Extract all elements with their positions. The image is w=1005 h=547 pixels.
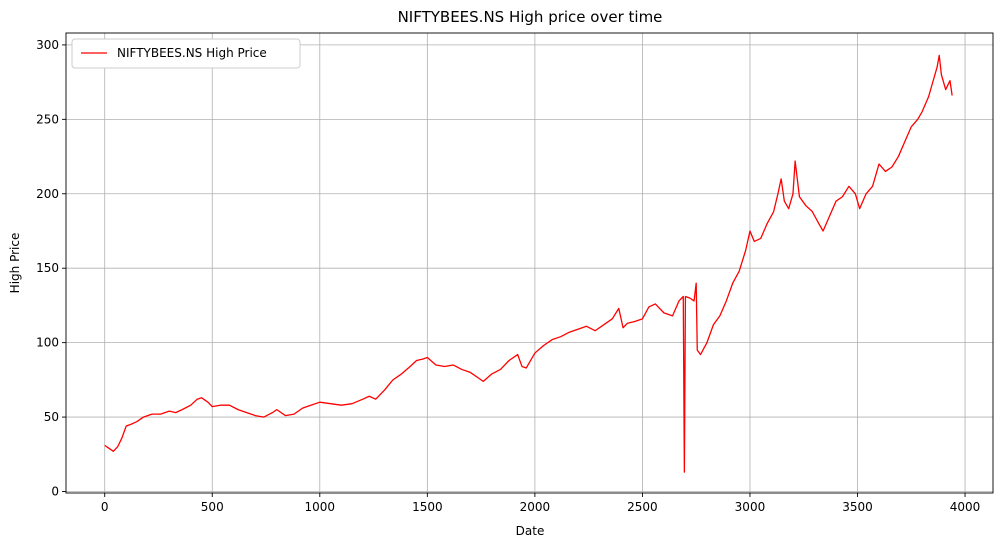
y-tick-label: 100 [36, 336, 59, 350]
series-line [104, 54, 953, 473]
x-tick-label: 2500 [627, 500, 658, 514]
grid-lines [66, 33, 993, 493]
y-tick-label: 150 [36, 261, 59, 275]
axis-ticks: 0 500 1000 1500 2000 2500 3000 3500 4000 0 50 100 15… [36, 38, 980, 514]
x-axis-label: Date [516, 524, 545, 538]
x-tick-label: 0 [101, 500, 109, 514]
y-tick-label: 200 [36, 187, 59, 201]
x-tick-label: 4000 [950, 500, 981, 514]
x-tick-label: 1500 [412, 500, 443, 514]
legend-label: NIFTYBEES.NS High Price [117, 46, 267, 60]
x-tick-label: 1000 [305, 500, 336, 514]
y-tick-label: 250 [36, 112, 59, 126]
plot-frame [65, 32, 994, 494]
x-tick-label: 3000 [735, 500, 766, 514]
x-tick-label: 3500 [842, 500, 873, 514]
chart-title: NIFTYBEES.NS High price over time [398, 8, 663, 26]
series-layer [104, 54, 953, 473]
y-tick-label: 0 [51, 485, 59, 499]
y-tick-label: 50 [44, 410, 59, 424]
y-tick-label: 300 [36, 38, 59, 52]
legend-box [71, 38, 301, 69]
y-axis-label: High Price [8, 233, 22, 294]
legend: NIFTYBEES.NS High Price [71, 38, 301, 69]
x-tick-label: 2000 [520, 500, 551, 514]
x-tick-label: 500 [201, 500, 224, 514]
